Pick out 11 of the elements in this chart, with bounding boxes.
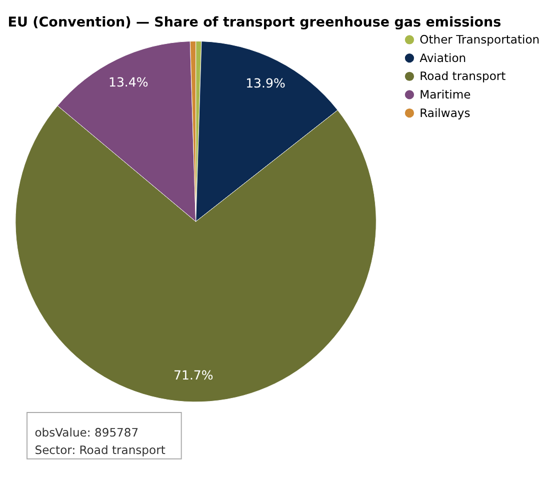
text: obsValue: 895787 [34,426,139,440]
legend-label: Road transport [420,69,506,84]
chart-title: EU (Convention) — Share of transport greenhouse gas emissions [8,14,502,31]
legend-label: Other Transportation [420,32,540,47]
legend-label: Railways [420,106,470,120]
data-label: 13.4% [108,74,148,90]
data-label: 13.9% [246,76,286,91]
legend-label: Aviation [420,50,466,65]
data-label: 71.7% [174,368,214,383]
text: Sector: Road transport [34,443,166,458]
legend-label: Maritime [420,88,471,102]
